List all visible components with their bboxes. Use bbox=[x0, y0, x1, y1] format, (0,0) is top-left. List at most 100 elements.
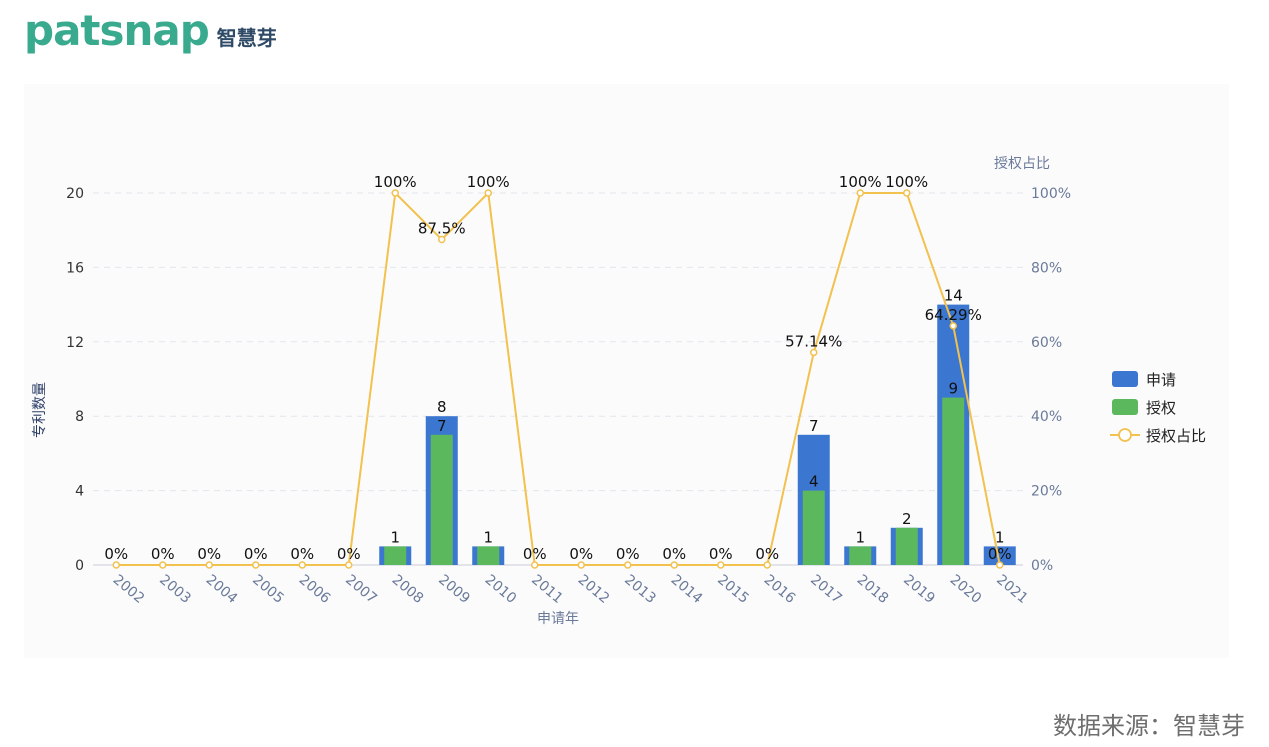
y2-tick-label: 80% bbox=[1031, 260, 1062, 276]
legend-swatch-grant bbox=[1112, 399, 1138, 415]
line-point-label: 0% bbox=[569, 545, 593, 563]
y-tick-label: 16 bbox=[66, 260, 84, 276]
line-point-label: 100% bbox=[374, 173, 417, 191]
line-point bbox=[205, 561, 213, 569]
x-tick-label: 2021 bbox=[993, 572, 1031, 607]
line-point bbox=[670, 561, 678, 569]
line-point-label: 0% bbox=[337, 545, 361, 563]
line-point-label: 0% bbox=[523, 545, 547, 563]
logo-wordmark: patsnap bbox=[24, 6, 210, 55]
x-tick-label: 2008 bbox=[389, 572, 427, 607]
line-point bbox=[949, 322, 957, 330]
line-point bbox=[252, 561, 260, 569]
line-point bbox=[438, 235, 446, 244]
y-tick-label: 4 bbox=[75, 484, 84, 500]
x-tick-label: 2016 bbox=[761, 572, 799, 607]
line-point bbox=[112, 561, 120, 569]
bar-grant bbox=[384, 546, 407, 565]
x-tick-label: 2011 bbox=[528, 572, 566, 607]
bar-apply-label: 7 bbox=[809, 417, 819, 435]
x-tick-label: 2018 bbox=[854, 572, 892, 607]
y2-tick-label: 0% bbox=[1031, 558, 1053, 574]
line-point-label: 100% bbox=[467, 173, 510, 191]
line-point-label: 0% bbox=[662, 545, 686, 563]
legend-swatch-marker bbox=[1118, 428, 1132, 442]
line-point bbox=[810, 348, 818, 357]
line-point bbox=[345, 561, 353, 569]
bar-grant bbox=[430, 434, 453, 565]
line-point-label: 0% bbox=[151, 545, 175, 563]
x-tick-label: 2006 bbox=[296, 572, 334, 607]
patsnap-logo: patsnap 智慧芽 bbox=[24, 6, 277, 55]
line-point-label: 0% bbox=[290, 545, 314, 563]
bar-grant-label: 9 bbox=[948, 380, 958, 398]
bar-apply bbox=[983, 546, 1016, 565]
x-tick-label: 2007 bbox=[342, 572, 380, 607]
bar-apply-label: 8 bbox=[437, 398, 447, 416]
x-tick-label: 2014 bbox=[668, 572, 706, 607]
line-point-label: 100% bbox=[885, 173, 928, 191]
line-point-label: 57.14% bbox=[785, 332, 842, 350]
legend-label-grant: 授权 bbox=[1146, 399, 1176, 417]
line-point bbox=[391, 189, 399, 197]
line-point bbox=[531, 561, 539, 569]
line-point-label: 0% bbox=[244, 545, 268, 563]
line-point bbox=[577, 561, 585, 569]
bar-grant bbox=[849, 546, 872, 565]
line-point-label: 87.5% bbox=[418, 220, 466, 238]
bar-grant bbox=[942, 397, 965, 565]
line-point-label: 0% bbox=[104, 545, 128, 563]
data-source-label: 数据来源：智慧芽 bbox=[1053, 712, 1245, 740]
x-tick-label: 2019 bbox=[900, 572, 938, 607]
line-point bbox=[903, 189, 911, 197]
y2-tick-label: 20% bbox=[1031, 484, 1062, 500]
line-point-label: 0% bbox=[755, 545, 779, 563]
x-tick-label: 2003 bbox=[156, 572, 194, 607]
line-point-label: 100% bbox=[839, 173, 882, 191]
bar-apply-label: 14 bbox=[944, 287, 963, 305]
y-tick-label: 0 bbox=[75, 558, 84, 574]
legend-swatch-apply bbox=[1112, 371, 1138, 387]
line-point bbox=[624, 561, 632, 569]
line-point bbox=[996, 561, 1004, 569]
x-tick-label: 2017 bbox=[807, 572, 845, 607]
bar-apply-label: 2 bbox=[902, 510, 912, 528]
x-tick-label: 2010 bbox=[482, 572, 520, 607]
logo-chinese-name: 智慧芽 bbox=[216, 26, 277, 50]
line-grant-ratio bbox=[116, 190, 1001, 566]
bar-grant-label: 4 bbox=[809, 473, 819, 491]
y-tick-label: 8 bbox=[75, 409, 84, 425]
line-point-label: 0% bbox=[197, 545, 221, 563]
bar-grant-label: 7 bbox=[437, 417, 447, 435]
line-point bbox=[159, 561, 167, 569]
x-tick-label: 2005 bbox=[249, 572, 287, 607]
x-tick-label: 2020 bbox=[947, 572, 985, 607]
legend-label-apply: 申请 bbox=[1146, 371, 1176, 389]
line-point-label: 0% bbox=[616, 545, 640, 563]
line-point-label: 64.29% bbox=[925, 306, 982, 324]
line-point-label: 0% bbox=[988, 545, 1012, 563]
x-tick-label: 2013 bbox=[621, 572, 659, 607]
line-point bbox=[484, 189, 492, 197]
x-tick-label: 2004 bbox=[203, 572, 241, 607]
y2-tick-label: 60% bbox=[1031, 335, 1062, 351]
bar-apply-label: 1 bbox=[855, 528, 865, 546]
y2-tick-label: 100% bbox=[1031, 186, 1071, 202]
line-point bbox=[763, 561, 771, 569]
x-axis-title: 申请年 bbox=[537, 611, 579, 627]
line-point bbox=[856, 189, 864, 197]
y-axis-title: 专利数量 bbox=[32, 382, 48, 438]
line-point-label: 0% bbox=[709, 545, 733, 563]
bar-apply-label: 1 bbox=[483, 528, 493, 546]
y2-tick-label: 40% bbox=[1031, 409, 1062, 425]
bar-apply-label: 1 bbox=[390, 528, 400, 546]
x-tick-label: 2009 bbox=[435, 572, 473, 607]
x-tick-label: 2015 bbox=[714, 572, 752, 607]
bar-grant bbox=[477, 546, 500, 565]
line-point bbox=[298, 561, 306, 569]
y2-axis-title: 授权占比 bbox=[994, 156, 1050, 172]
line-point bbox=[717, 561, 725, 569]
bar-apply-label: 1 bbox=[995, 528, 1005, 546]
x-tick-label: 2002 bbox=[110, 572, 148, 607]
